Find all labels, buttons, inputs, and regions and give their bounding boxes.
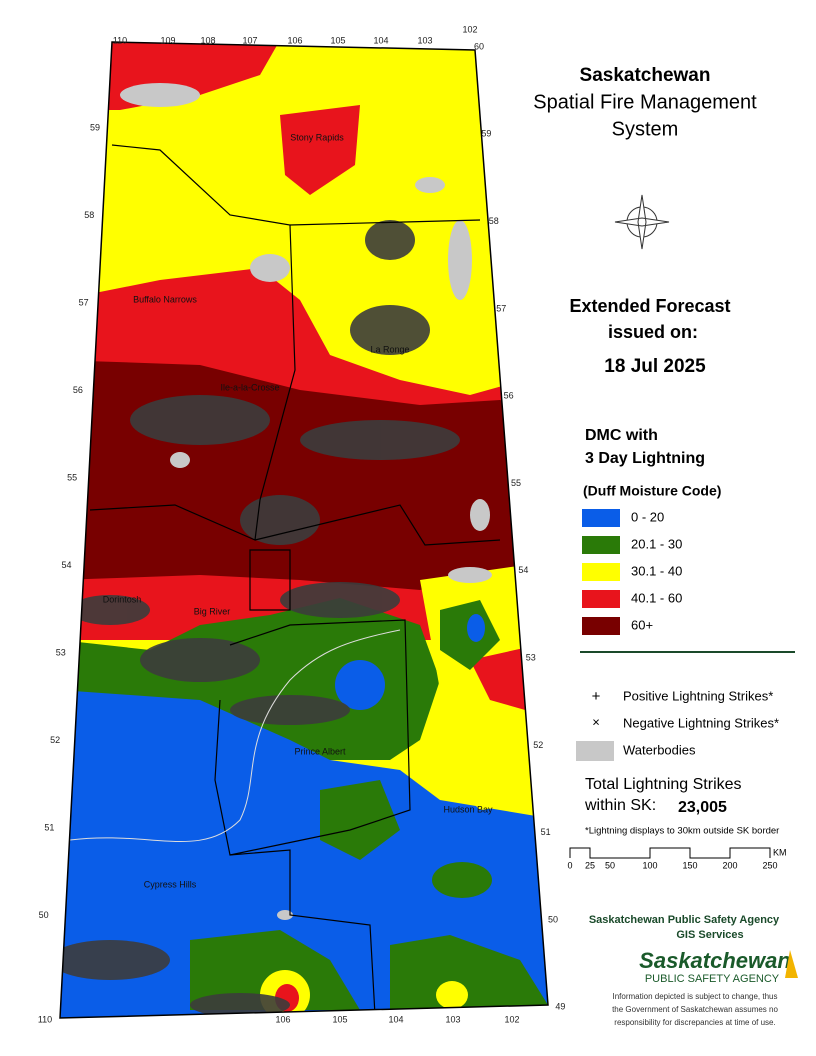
forecast-date: 18 Jul 2025: [604, 356, 706, 377]
legend-swatch: [582, 590, 620, 608]
place-label: Hudson Bay: [443, 804, 493, 814]
agency-unit: GIS Services: [676, 929, 743, 941]
disclaimer: Information depicted is subject to chang…: [613, 992, 778, 1001]
scale-bar: [569, 847, 771, 859]
longitude-label: 107: [242, 35, 257, 45]
total-label: within SK:: [584, 797, 656, 814]
total-label: Total Lightning Strikes: [585, 776, 742, 793]
longitude-label: 104: [388, 1014, 403, 1024]
legend-label: 20.1 - 30: [631, 536, 682, 551]
place-label: Cypress Hills: [144, 879, 197, 889]
latitude-label: 53: [56, 647, 66, 657]
positive-symbol: +: [592, 688, 601, 705]
water-swatch: [576, 741, 614, 761]
province-border: [59, 41, 549, 1019]
latitude-label: 51: [541, 827, 551, 837]
scale-tick-label: 25: [585, 860, 595, 870]
latitude-label: 56: [73, 385, 83, 395]
legend-label: 0 - 20: [631, 509, 664, 524]
place-label: Stony Rapids: [290, 132, 344, 142]
scale-tick-label: 150: [682, 860, 697, 870]
latitude-label: 60: [474, 41, 484, 51]
scale-tick-label: 250: [762, 860, 777, 870]
latitude-label: 55: [511, 478, 521, 488]
disclaimer: responsibility for discrepancies at time…: [614, 1018, 775, 1027]
title: System: [612, 118, 679, 140]
place-label: Buffalo Narrows: [133, 294, 197, 304]
legend-label: 40.1 - 60: [631, 590, 682, 605]
longitude-label: 106: [275, 1014, 290, 1024]
longitude-label: 109: [160, 35, 175, 45]
latitude-label: 55: [67, 472, 77, 482]
latitude-label: 54: [518, 565, 528, 575]
latitude-label: 50: [39, 910, 49, 920]
legend-label: 60+: [631, 617, 653, 632]
legend-heading: DMC with: [585, 427, 658, 444]
legend-subheading: (Duff Moisture Code): [583, 483, 721, 499]
scale-tick-label: 0: [567, 860, 572, 870]
logo-sub: PUBLIC SAFETY AGENCY: [645, 973, 780, 985]
agency-name: Saskatchewan Public Safety Agency: [589, 914, 780, 926]
latitude-label: 59: [481, 129, 491, 139]
place-label: Dorintosh: [103, 594, 142, 604]
scale-unit: KM: [773, 847, 787, 857]
negative-symbol: ×: [592, 714, 600, 729]
scale-tick-label: 50: [605, 860, 615, 870]
latitude-label: 52: [50, 735, 60, 745]
legend-swatch: [582, 563, 620, 581]
forecast-heading: issued on:: [608, 322, 698, 342]
place-label: Prince Albert: [294, 746, 346, 756]
place-label: Ile-a-la-Crosse: [220, 382, 279, 392]
longitude-label: 105: [332, 1014, 347, 1024]
longitude-label: 103: [417, 35, 432, 45]
latitude-label: 51: [44, 822, 54, 832]
title: Spatial Fire Management: [533, 91, 757, 113]
legend-swatch: [582, 617, 620, 635]
longitude-label: 106: [287, 35, 302, 45]
longitude-label: 104: [373, 35, 388, 45]
forecast-heading: Extended Forecast: [569, 296, 730, 316]
latitude-label: 49: [555, 1002, 565, 1012]
latitude-label: 59: [90, 122, 100, 132]
disclaimer: the Government of Saskatchewan assumes n…: [612, 1005, 778, 1014]
place-label: La Ronge: [370, 344, 409, 354]
legend-symbol-label: Negative Lightning Strikes*: [623, 715, 779, 730]
legend-swatch: [582, 509, 620, 527]
place-label: Big River: [194, 606, 231, 616]
legend-heading: 3 Day Lightning: [585, 450, 705, 467]
map: [60, 42, 548, 1018]
legend-swatch: [582, 536, 620, 554]
latitude-label: 58: [84, 210, 94, 220]
legend-symbol-label: Positive Lightning Strikes*: [623, 688, 773, 703]
longitude-label: 102: [462, 24, 477, 34]
longitude-label: 105: [330, 35, 345, 45]
longitude-label: 110: [38, 1014, 52, 1024]
latitude-label: 57: [496, 303, 506, 313]
latitude-label: 54: [61, 560, 71, 570]
latitude-label: 53: [526, 652, 536, 662]
longitude-label: 102: [504, 1014, 519, 1024]
legend-symbol-label: Waterbodies: [623, 742, 696, 757]
latitude-label: 50: [548, 914, 558, 924]
latitude-label: 57: [79, 297, 89, 307]
scale-tick-label: 100: [642, 860, 657, 870]
logo-mark: [785, 950, 798, 978]
total-value: 23,005: [678, 799, 727, 816]
longitude-label: 108: [200, 35, 215, 45]
footnote: *Lightning displays to 30km outside SK b…: [585, 826, 779, 837]
longitude-label: 110: [113, 35, 127, 45]
latitude-label: 56: [504, 391, 514, 401]
legend-label: 30.1 - 40: [631, 563, 682, 578]
scale-tick-label: 200: [722, 860, 737, 870]
compass: [614, 194, 670, 250]
title: Saskatchewan: [580, 65, 711, 86]
logo-text: Saskatchewan: [639, 948, 791, 973]
latitude-label: 52: [533, 740, 543, 750]
longitude-label: 103: [445, 1014, 460, 1024]
latitude-label: 58: [489, 216, 499, 226]
